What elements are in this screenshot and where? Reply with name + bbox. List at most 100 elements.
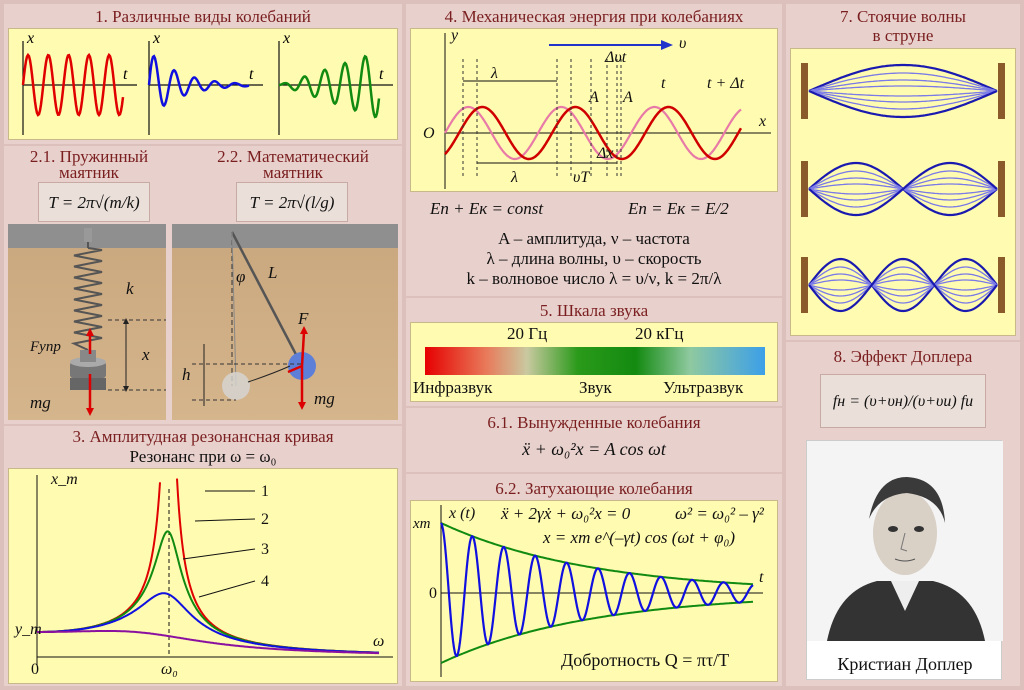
leader-2 — [194, 518, 256, 522]
resonance-curve-2b — [37, 530, 379, 654]
damped-eq-3: x = xm e^(–γt) cos (ωt + φ₀) — [543, 528, 736, 547]
resonance-curve-1 — [37, 482, 161, 633]
clamp-right-3 — [998, 257, 1005, 313]
label-ultrasound: Ультразвук — [663, 378, 744, 397]
panel-oscillation-types: 1. Различные виды колебаний x t x t x t — [4, 4, 402, 144]
panel-resonance: 3. Амплитудная резонансная кривая Резона… — [4, 426, 402, 686]
damped-graph: xm x (t) ẍ + 2γẋ + ω₀²x = 0 ω² = ω₀² – γ… — [410, 500, 778, 682]
damped-xt-label: x (t) — [449, 505, 476, 522]
panel-title: 6.1. Вынужденные колебания — [487, 413, 701, 432]
math-mg-label: mg — [314, 389, 335, 408]
panel-title: 5. Шкала звука — [539, 301, 649, 320]
panel-title: 6.2. Затухающие колебания — [495, 479, 693, 498]
spectrum-bar — [425, 347, 765, 375]
wave-A2-label: A — [623, 89, 633, 106]
resonance-subtitle: Резонанс при ω = ω₀ — [129, 447, 277, 466]
string-1-0 — [808, 63, 998, 93]
spring-formula: T = 2π√(m/k) — [38, 182, 150, 222]
phi-label: φ — [236, 267, 246, 286]
spring-x-label: x — [142, 345, 150, 364]
height-label: h — [182, 365, 191, 384]
leader-4 — [198, 580, 256, 598]
string-3-2 — [808, 273, 998, 297]
curve-label-1: 1 — [261, 483, 269, 500]
t-axis-label-2: t — [249, 66, 254, 83]
t-axis-label-1: t — [123, 66, 128, 83]
spring-hook — [84, 228, 92, 242]
oscillation-svg: x t x t x t — [21, 30, 393, 135]
velocity-arrowhead — [661, 40, 673, 50]
damped-t-label: t — [759, 569, 764, 586]
damped-eq-1: ẍ + 2γẋ + ω₀²x = 0 — [501, 504, 631, 523]
spring-title-b: маятник — [59, 163, 119, 182]
desc-line-3: k – волновое число λ = υ/ν, k = 2π/λ — [466, 269, 722, 288]
curve-label-4: 4 — [261, 573, 269, 590]
energy-eq-1: Eп + Eк = const — [430, 199, 544, 218]
wave-y-label: y — [451, 27, 459, 44]
math-title: 2.2. Математический маятник — [184, 148, 402, 182]
standing-title-a: 7. Стоячие волны — [840, 7, 966, 26]
panel-title: 3. Амплитудная резонансная кривая — [72, 427, 334, 446]
wave-dx-label: Δx — [597, 145, 614, 162]
math-title-b: маятник — [263, 163, 323, 182]
string-1-5 — [808, 90, 998, 103]
envelope-bottom — [440, 600, 754, 664]
forced-equation: ẍ + ω₀²x = A cos ωt — [522, 439, 666, 459]
spring-title-a: 2.1. Пружинный — [29, 147, 149, 166]
panel-sound-scale: 5. Шкала звука 20 Гц 20 кГц Инфразвук Зв… — [406, 298, 782, 406]
q-factor: Добротность Q = πτ/T — [561, 650, 730, 670]
string-3-3 — [808, 279, 998, 291]
portrait-caption: Кристиан Доплер — [837, 654, 973, 674]
wave-A1-label: A — [589, 89, 599, 106]
freq-20khz: 20 кГц — [635, 324, 684, 343]
desc-line-1: A – амплитуда, ν – частота — [498, 229, 690, 248]
wave-t-dt — [444, 105, 742, 161]
string-2-7 — [808, 161, 998, 217]
x-axis-label-1: x — [26, 30, 34, 47]
label-infrasound: Инфразвук — [413, 378, 493, 397]
desc-line-2: λ – длина волны, υ – скорость — [486, 249, 702, 268]
damped-xm-label: xm — [413, 516, 431, 532]
oscillation-curve-1 — [21, 52, 125, 118]
resonance-graph: x_m y_m ω ω₀ 0 1 2 3 4 — [8, 468, 398, 684]
x-axis-label-2: x — [152, 30, 160, 47]
curve-label-3: 3 — [261, 541, 269, 558]
force-label: F — [298, 309, 309, 328]
resonance-ym-label: y_m — [15, 621, 42, 638]
oscillation-curve-2 — [147, 54, 250, 108]
ceiling-2 — [172, 224, 398, 248]
damped-eq-2: ω² = ω₀² – γ² — [675, 504, 764, 523]
string-1-1 — [808, 72, 998, 92]
panel-title: 8. Эффект Доплера — [833, 347, 973, 366]
resonance-svg — [36, 475, 393, 665]
string-1-2 — [808, 79, 998, 92]
x-axis-label-3: x — [282, 30, 290, 47]
weight-icon — [70, 350, 106, 390]
spring-title: 2.1. Пружинный маятник — [4, 148, 174, 182]
bob-rest-icon — [222, 372, 250, 400]
leader-3 — [182, 548, 256, 560]
math-pendulum-scene: φ L F h mg — [172, 224, 398, 420]
resonance-curve-4b — [37, 630, 380, 655]
panel-title: 1. Различные виды колебаний — [95, 7, 311, 26]
wave-graph: y x O υ λ Δυt A A t t + Δt Δx λ υT — [410, 27, 778, 192]
panel-title: 4. Механическая энергия при колебаниях — [444, 7, 744, 26]
spring-pendulum-scene: k x Fупр mg — [8, 224, 166, 420]
panel-pendulums: 2.1. Пружинный маятник 2.2. Математическ… — [4, 146, 402, 424]
wave-dvt-label: Δυt — [605, 49, 627, 66]
clamp-right-2 — [998, 161, 1005, 217]
damped-zero-label: 0 — [429, 585, 437, 602]
string-3-0 — [808, 257, 998, 313]
standing-waves-svg — [801, 63, 1005, 313]
spring-k-label: k — [126, 279, 134, 298]
string-1-3 — [808, 85, 998, 92]
label-sound: Звук — [579, 378, 612, 397]
string-1-6 — [808, 90, 998, 110]
string-3-1 — [808, 266, 998, 304]
panel-damped-oscillations: 6.2. Затухающие колебания xm x (t) ẍ + 2… — [406, 474, 782, 686]
wave-x-label: x — [759, 113, 767, 130]
spring-svg — [70, 228, 166, 416]
resonance-xm-label: x_m — [51, 471, 78, 488]
wave-t-label: t — [661, 75, 666, 92]
